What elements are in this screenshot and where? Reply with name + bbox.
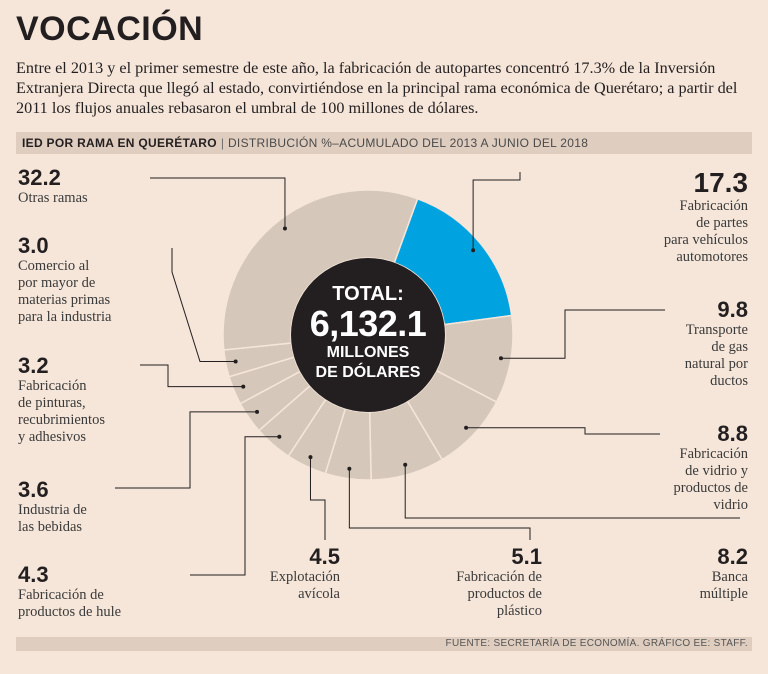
- label-line: avícola: [298, 586, 340, 602]
- label-hule: 4.3 Fabricación de productos de hule: [18, 563, 121, 621]
- label-vidrio: 8.8 Fabricación de vidrio y productos de…: [674, 422, 749, 514]
- label-line: Industria de: [18, 502, 87, 518]
- total-caption: TOTAL:: [332, 283, 404, 305]
- label-line: recubrimientos: [18, 412, 105, 428]
- label-line: Otras ramas: [18, 190, 88, 206]
- label-line: productos de hule: [18, 604, 122, 620]
- label-line: de gas: [711, 339, 748, 355]
- leader-line-8: [140, 364, 244, 388]
- donut-slices: [222, 189, 514, 481]
- total-value: 6,132.1: [309, 303, 427, 344]
- total-unit-2: DE DÓLARES: [315, 364, 421, 381]
- leader-line-4: [348, 468, 531, 540]
- label-value: 3.2: [18, 353, 49, 378]
- label-line: Comercio al: [18, 258, 90, 274]
- slice-dot-3: [403, 462, 408, 467]
- label-comercio: 3.0 Comercio al por mayor de materias pr…: [18, 234, 111, 326]
- label-line: plástico: [496, 603, 542, 619]
- label-line: ductos: [710, 373, 748, 389]
- label-value: 3.6: [18, 477, 49, 502]
- label-line: múltiple: [699, 586, 748, 602]
- total-unit-1: MILLONES: [326, 344, 410, 361]
- donut-center: [291, 258, 445, 412]
- leader-dots: [233, 226, 503, 471]
- label-banca: 8.2 Banca múltiple: [700, 545, 748, 603]
- label-line: Fabricación: [679, 198, 748, 214]
- label-bebidas: 3.6 Industria de las bebidas: [18, 478, 87, 536]
- label-value: 17.3: [693, 167, 749, 198]
- leader-line-7: [115, 411, 258, 489]
- label-value: 8.2: [717, 544, 748, 569]
- label-line: Transporte: [685, 322, 748, 338]
- label-line: automotores: [676, 249, 748, 265]
- band-separator: |: [220, 136, 224, 150]
- leader-line-1: [500, 309, 665, 359]
- label-value: 32.2: [18, 165, 61, 190]
- leader-line-9: [171, 248, 236, 362]
- chart-title: IED POR RAMA EN QUERÉTARO: [22, 136, 217, 150]
- label-line: Fabricación de: [456, 569, 542, 585]
- source-footer: FUENTE: SECRETARÍA DE ECONOMÍA. GRÁFICO …: [16, 637, 752, 651]
- slice-dot-10: [282, 226, 287, 231]
- label-line: para la industria: [18, 309, 112, 325]
- label-value: 4.3: [18, 562, 49, 587]
- label-line: Fabricación: [18, 378, 87, 394]
- label-line: Banca: [711, 569, 748, 585]
- label-line: productos de: [467, 586, 543, 602]
- slice-dot-2: [464, 425, 469, 430]
- label-line: Explotación: [269, 569, 340, 585]
- label-line: por mayor de: [18, 275, 96, 291]
- page-title: VOCACIÓN: [16, 10, 204, 48]
- leader-line-3: [404, 464, 740, 519]
- intro-text: Entre el 2013 y el primer semestre de es…: [16, 59, 738, 117]
- label-line: productos de: [673, 480, 749, 496]
- label-otras-ramas: 32.2 Otras ramas: [18, 166, 88, 207]
- label-value: 4.5: [309, 544, 340, 569]
- label-line: vidrio: [713, 497, 748, 513]
- total-label: TOTAL: 6,132.1 MILLONES DE DÓLARES: [296, 283, 440, 383]
- slice-dot-0: [471, 248, 476, 253]
- label-value: 8.8: [717, 421, 748, 446]
- label-line: natural por: [684, 356, 748, 372]
- label-plastico: 5.1 Fabricación de productos de plástico: [456, 545, 542, 620]
- label-line: Fabricación: [679, 446, 748, 462]
- label-value: 5.1: [511, 544, 542, 569]
- leader-lines: [115, 172, 740, 576]
- label-autopartes: 17.3 Fabricación de partes para vehículo…: [664, 168, 748, 266]
- slice-dot-7: [255, 409, 260, 414]
- label-gas: 9.8 Transporte de gas natural por ductos: [685, 298, 748, 390]
- leader-line-5: [309, 457, 326, 540]
- slice-dot-8: [241, 384, 246, 389]
- label-pinturas: 3.2 Fabricación de pinturas, recubrimien…: [18, 354, 105, 446]
- leader-line-6: [190, 436, 280, 576]
- slice-dot-4: [347, 466, 352, 471]
- label-line: de vidrio y: [685, 463, 748, 479]
- label-line: para vehículos: [663, 232, 748, 248]
- leader-line-2: [466, 427, 660, 435]
- label-line: materias primas: [18, 292, 111, 308]
- label-line: de partes: [696, 215, 748, 231]
- slice-dot-5: [308, 455, 313, 460]
- chart-subtitle: DISTRIBUCIÓN %–ACUMULADO DEL 2013 A JUNI…: [227, 136, 589, 150]
- leader-line-10: [150, 177, 286, 229]
- label-line: Fabricación de: [18, 587, 104, 603]
- label-line: las bebidas: [18, 519, 83, 535]
- label-value: 9.8: [717, 297, 748, 322]
- slice-dot-6: [277, 434, 282, 439]
- leader-line-0: [472, 172, 521, 251]
- label-value: 3.0: [18, 233, 49, 258]
- label-line: y adhesivos: [18, 429, 87, 445]
- label-line: de pinturas,: [18, 395, 86, 411]
- slice-dot-9: [233, 359, 238, 364]
- chart-title-band: IED POR RAMA EN QUERÉTARO | DISTRIBUCIÓN %…: [16, 132, 752, 154]
- label-avicola: 4.5 Explotación avícola: [270, 545, 340, 603]
- slice-dot-1: [498, 356, 503, 361]
